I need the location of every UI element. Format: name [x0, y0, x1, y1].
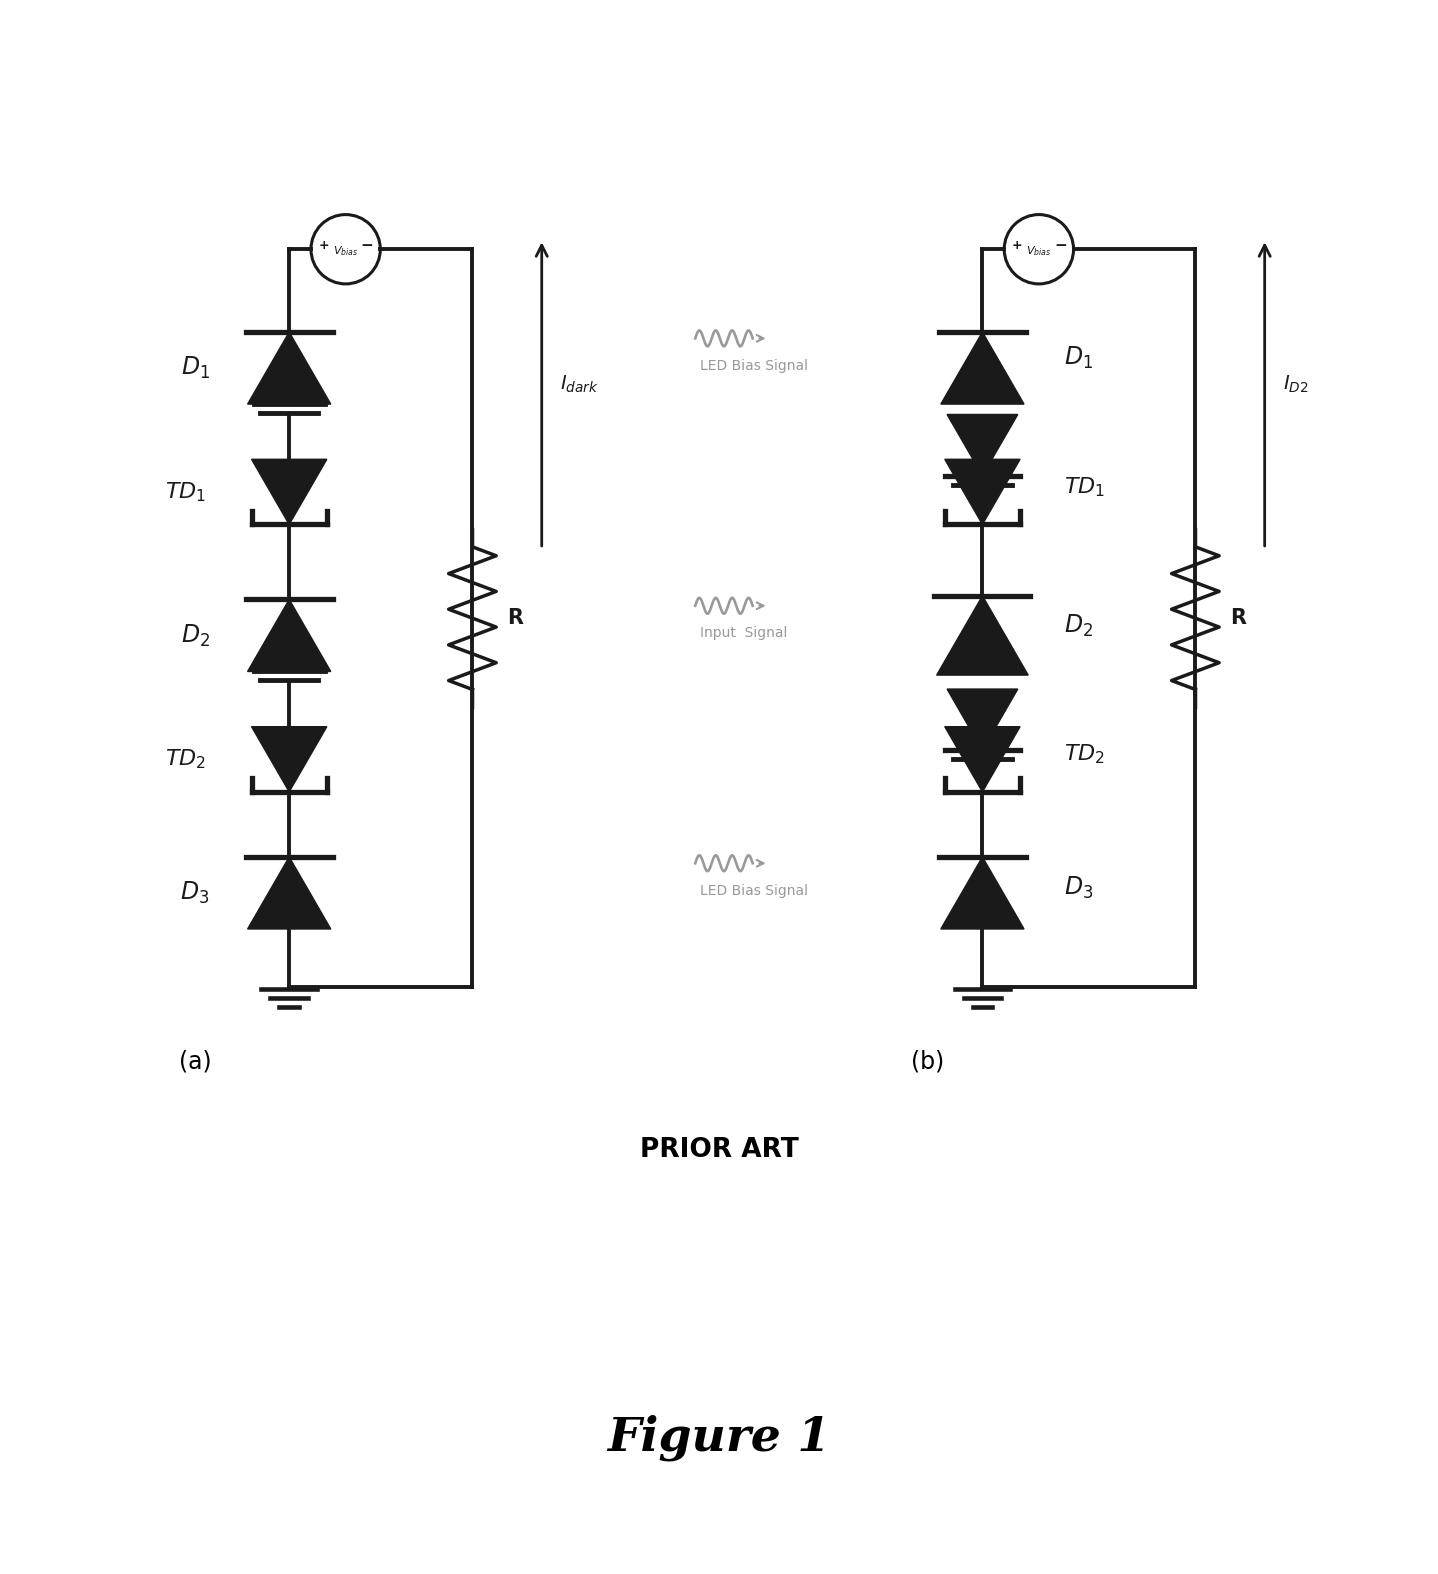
Text: $TD_1$: $TD_1$: [165, 480, 206, 504]
Polygon shape: [945, 727, 1020, 792]
Polygon shape: [252, 460, 326, 524]
Text: $I_{D2}$: $I_{D2}$: [1283, 373, 1309, 395]
Text: R: R: [1229, 608, 1245, 628]
Polygon shape: [936, 597, 1028, 675]
Polygon shape: [252, 727, 326, 792]
Polygon shape: [940, 856, 1024, 929]
Text: +: +: [1012, 239, 1022, 252]
Polygon shape: [940, 332, 1024, 405]
Text: −: −: [361, 238, 374, 253]
Polygon shape: [948, 414, 1018, 475]
Text: PRIOR ART: PRIOR ART: [640, 1138, 798, 1163]
Text: $V_{bias}$: $V_{bias}$: [1027, 244, 1051, 258]
Text: R: R: [508, 608, 523, 628]
Text: (b): (b): [912, 1050, 945, 1073]
Polygon shape: [247, 600, 331, 672]
Text: Input  Signal: Input Signal: [700, 626, 788, 641]
Text: $D_3$: $D_3$: [1064, 875, 1093, 900]
Text: $I_{dark}$: $I_{dark}$: [559, 373, 598, 395]
Polygon shape: [247, 856, 331, 929]
Text: $TD_2$: $TD_2$: [1064, 743, 1104, 767]
Text: $D_2$: $D_2$: [181, 622, 210, 648]
Text: LED Bias Signal: LED Bias Signal: [700, 359, 808, 373]
Text: $TD_1$: $TD_1$: [1064, 475, 1104, 499]
Text: $D_3$: $D_3$: [180, 880, 210, 907]
Text: $D_1$: $D_1$: [181, 356, 210, 381]
Text: $V_{bias}$: $V_{bias}$: [334, 244, 358, 258]
Text: LED Bias Signal: LED Bias Signal: [700, 885, 808, 899]
Text: $D_2$: $D_2$: [1064, 612, 1093, 639]
Polygon shape: [945, 460, 1020, 524]
Text: (a): (a): [178, 1050, 211, 1073]
Polygon shape: [247, 332, 331, 405]
Text: −: −: [1054, 238, 1067, 253]
Text: $TD_2$: $TD_2$: [165, 748, 206, 771]
Polygon shape: [948, 689, 1018, 751]
Text: $D_1$: $D_1$: [1064, 345, 1093, 371]
Text: Figure 1: Figure 1: [607, 1415, 831, 1461]
Text: +: +: [319, 239, 329, 252]
